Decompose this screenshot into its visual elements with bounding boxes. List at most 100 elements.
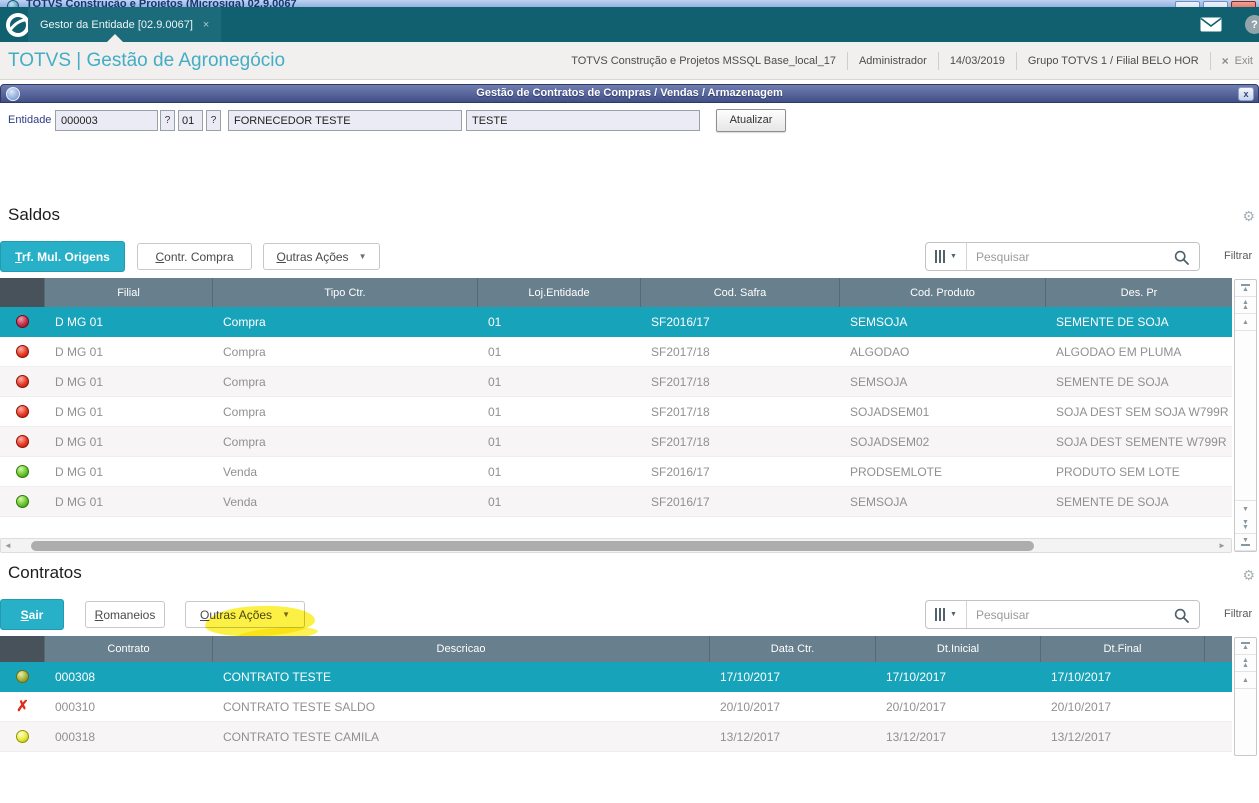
tab-gestor-entidade[interactable]: Gestor da Entidade [02.9.0067] × bbox=[28, 7, 222, 42]
dialog-icon bbox=[6, 87, 20, 101]
saldos-row-4[interactable]: D MG 01 Compra 01 SF2017/18 SOJADSEM01 S… bbox=[0, 397, 1232, 427]
contratos-filter-link[interactable]: Filtrar bbox=[1224, 608, 1253, 620]
saldos-row-2[interactable]: D MG 01 Compra 01 SF2017/18 ALGODAO ALGO… bbox=[0, 337, 1232, 367]
status-ball-icon bbox=[16, 435, 29, 448]
mail-icon[interactable] bbox=[1200, 17, 1222, 37]
column-header-contrato[interactable]: Contrato bbox=[45, 636, 213, 662]
scroll-top-button[interactable]: ▲ bbox=[1235, 280, 1256, 297]
contratos-vertical-scrollbar[interactable]: ▲ ▲ ▲ ▲ bbox=[1234, 637, 1257, 756]
entity-name-field[interactable] bbox=[228, 110, 462, 131]
column-header-filial[interactable]: Filial bbox=[45, 278, 213, 307]
scroll-down-button[interactable]: ▼ bbox=[1235, 500, 1256, 517]
session-info: TOTVS Construção e Projetos MSSQL Base_l… bbox=[571, 42, 1253, 80]
saldos-horizontal-scrollbar[interactable]: ◄ ► bbox=[0, 538, 1232, 553]
status-column-header[interactable] bbox=[0, 278, 45, 307]
contratos-row-3[interactable]: 000318 CONTRATO TESTE CAMILA 13/12/2017 … bbox=[0, 722, 1232, 752]
scroll-page-down-button[interactable]: ▼ ▼ bbox=[1235, 517, 1256, 534]
entity-store-field[interactable] bbox=[178, 110, 203, 131]
contratos-search-group: ▼ bbox=[925, 600, 1200, 629]
saldos-row-3[interactable]: D MG 01 Compra 01 SF2017/18 SEMSOJA SEME… bbox=[0, 367, 1232, 397]
dialog-close-button[interactable]: x bbox=[1238, 87, 1254, 101]
entity-shortname-field[interactable] bbox=[466, 110, 700, 131]
scroll-right-button[interactable]: ► bbox=[1218, 541, 1226, 550]
dropdown-arrow-icon: ▼ bbox=[282, 610, 290, 619]
tab-bar: Gestor da Entidade [02.9.0067] × ? bbox=[0, 7, 1259, 42]
column-header-tipo[interactable]: Tipo Ctr. bbox=[213, 278, 478, 307]
scroll-top-button[interactable]: ▲ bbox=[1235, 638, 1256, 655]
status-ball-icon bbox=[16, 495, 29, 508]
scroll-page-up-button[interactable]: ▲ ▲ bbox=[1235, 297, 1256, 314]
environment-label: TOTVS Construção e Projetos MSSQL Base_l… bbox=[571, 55, 836, 67]
column-header-produto[interactable]: Cod. Produto bbox=[840, 278, 1046, 307]
column-header-loja[interactable]: Loj.Entidade bbox=[478, 278, 641, 307]
scroll-up-button[interactable]: ▲ bbox=[1235, 314, 1256, 331]
entity-code-lookup-button[interactable]: ? bbox=[160, 110, 175, 131]
date-label: 14/03/2019 bbox=[949, 55, 1005, 67]
column-header-extra bbox=[1205, 636, 1232, 662]
contratos-grid: Contrato Descricao Data Ctr. Dt.Inicial … bbox=[0, 636, 1232, 752]
dialog-title: Gestão de Contratos de Compras / Vendas … bbox=[476, 87, 783, 99]
contratos-row-2[interactable]: 000310 CONTRATO TESTE SALDO 20/10/2017 2… bbox=[0, 692, 1232, 722]
romaneios-button[interactable]: Romaneios bbox=[85, 601, 165, 628]
contratos-column-picker-button[interactable]: ▼ bbox=[926, 601, 967, 628]
column-header-datactr[interactable]: Data Ctr. bbox=[710, 636, 876, 662]
divider bbox=[846, 52, 848, 70]
entity-code-field[interactable] bbox=[55, 110, 158, 131]
trf-mul-origens-button[interactable]: Trf. Mul. Origens bbox=[0, 241, 125, 272]
saldos-row-1[interactable]: D MG 01 Compra 01 SF2016/17 SEMSOJA SEME… bbox=[0, 307, 1232, 337]
search-icon[interactable] bbox=[1174, 250, 1190, 270]
column-header-descricao[interactable]: Descricao bbox=[213, 636, 710, 662]
app-header: TOTVS | Gestão de Agronegócio TOTVS Cons… bbox=[0, 42, 1259, 80]
dialog-titlebar: Gestão de Contratos de Compras / Vendas … bbox=[0, 84, 1259, 103]
column-header-dtinicial[interactable]: Dt.Inicial bbox=[876, 636, 1041, 662]
tab-close-icon[interactable]: × bbox=[202, 18, 210, 31]
saldos-filter-link[interactable]: Filtrar bbox=[1224, 250, 1253, 262]
divider bbox=[1015, 52, 1017, 70]
maximize-button[interactable] bbox=[1203, 1, 1228, 7]
column-picker-caret-icon: ▼ bbox=[950, 253, 957, 260]
scroll-bottom-button[interactable]: ▼ bbox=[1235, 534, 1256, 551]
dropdown-arrow-icon: ▼ bbox=[358, 252, 367, 261]
status-x-icon bbox=[16, 700, 29, 714]
status-ball-icon bbox=[16, 465, 29, 478]
status-ball-icon bbox=[16, 345, 29, 358]
active-tab-pointer bbox=[107, 34, 123, 42]
search-icon[interactable] bbox=[1174, 608, 1190, 628]
contratos-row-1[interactable]: 000308 CONTRATO TESTE 17/10/2017 17/10/2… bbox=[0, 662, 1232, 692]
close-window-button[interactable] bbox=[1231, 1, 1256, 7]
saldos-vertical-scrollbar[interactable]: ▲ ▲ ▲ ▲ ▼ ▼ ▼ ▼ bbox=[1234, 279, 1257, 552]
column-header-dtfinal[interactable]: Dt.Final bbox=[1041, 636, 1205, 662]
status-ball-icon bbox=[16, 375, 29, 388]
scroll-page-up-button[interactable]: ▲ ▲ bbox=[1235, 655, 1256, 672]
status-column-header[interactable] bbox=[0, 636, 45, 662]
saldos-search-input[interactable] bbox=[967, 243, 1199, 270]
saldos-settings-gear-icon[interactable]: ⚙ bbox=[1242, 208, 1255, 224]
exit-icon[interactable]: × bbox=[1221, 54, 1229, 68]
window-title: TOTVS Construção e Projetos (Microsiga) … bbox=[26, 0, 297, 7]
entity-form: Entidade ? ? Atualizar bbox=[0, 103, 1259, 137]
refresh-button[interactable]: Atualizar bbox=[716, 109, 786, 132]
sair-button[interactable]: Sair bbox=[0, 599, 64, 630]
saldos-column-picker-button[interactable]: ▼ bbox=[926, 243, 967, 270]
exit-button[interactable]: Exit bbox=[1234, 55, 1253, 67]
saldos-outras-acoes-button[interactable]: Outras Ações ▼ bbox=[263, 243, 380, 270]
scroll-up-button[interactable]: ▲ bbox=[1235, 672, 1256, 689]
horizontal-scroll-thumb[interactable] bbox=[31, 541, 1034, 551]
column-header-descprod[interactable]: Des. Pr bbox=[1046, 278, 1232, 307]
scroll-left-button[interactable]: ◄ bbox=[4, 541, 12, 550]
tab-label: Gestor da Entidade [02.9.0067] bbox=[40, 18, 193, 31]
saldos-row-6[interactable]: D MG 01 Venda 01 SF2016/17 PRODSEMLOTE P… bbox=[0, 457, 1232, 487]
saldos-grid-header: Filial Tipo Ctr. Loj.Entidade Cod. Safra… bbox=[0, 278, 1232, 307]
contr-compra-button[interactable]: Contr. Compra bbox=[137, 243, 252, 270]
saldos-row-7[interactable]: D MG 01 Venda 01 SF2016/17 SEMSOJA SEMEN… bbox=[0, 487, 1232, 517]
help-icon[interactable]: ? bbox=[1245, 15, 1259, 34]
saldos-row-5[interactable]: D MG 01 Compra 01 SF2017/18 SOJADSEM02 S… bbox=[0, 427, 1232, 457]
column-header-safra[interactable]: Cod. Safra bbox=[641, 278, 840, 307]
contratos-search-input[interactable] bbox=[967, 601, 1199, 628]
entity-store-lookup-button[interactable]: ? bbox=[206, 110, 221, 131]
entity-label: Entidade bbox=[8, 114, 52, 126]
contratos-outras-acoes-button[interactable]: Outras Ações ▼ bbox=[185, 601, 305, 628]
contratos-settings-gear-icon[interactable]: ⚙ bbox=[1242, 567, 1255, 583]
minimize-button[interactable] bbox=[1175, 1, 1200, 7]
